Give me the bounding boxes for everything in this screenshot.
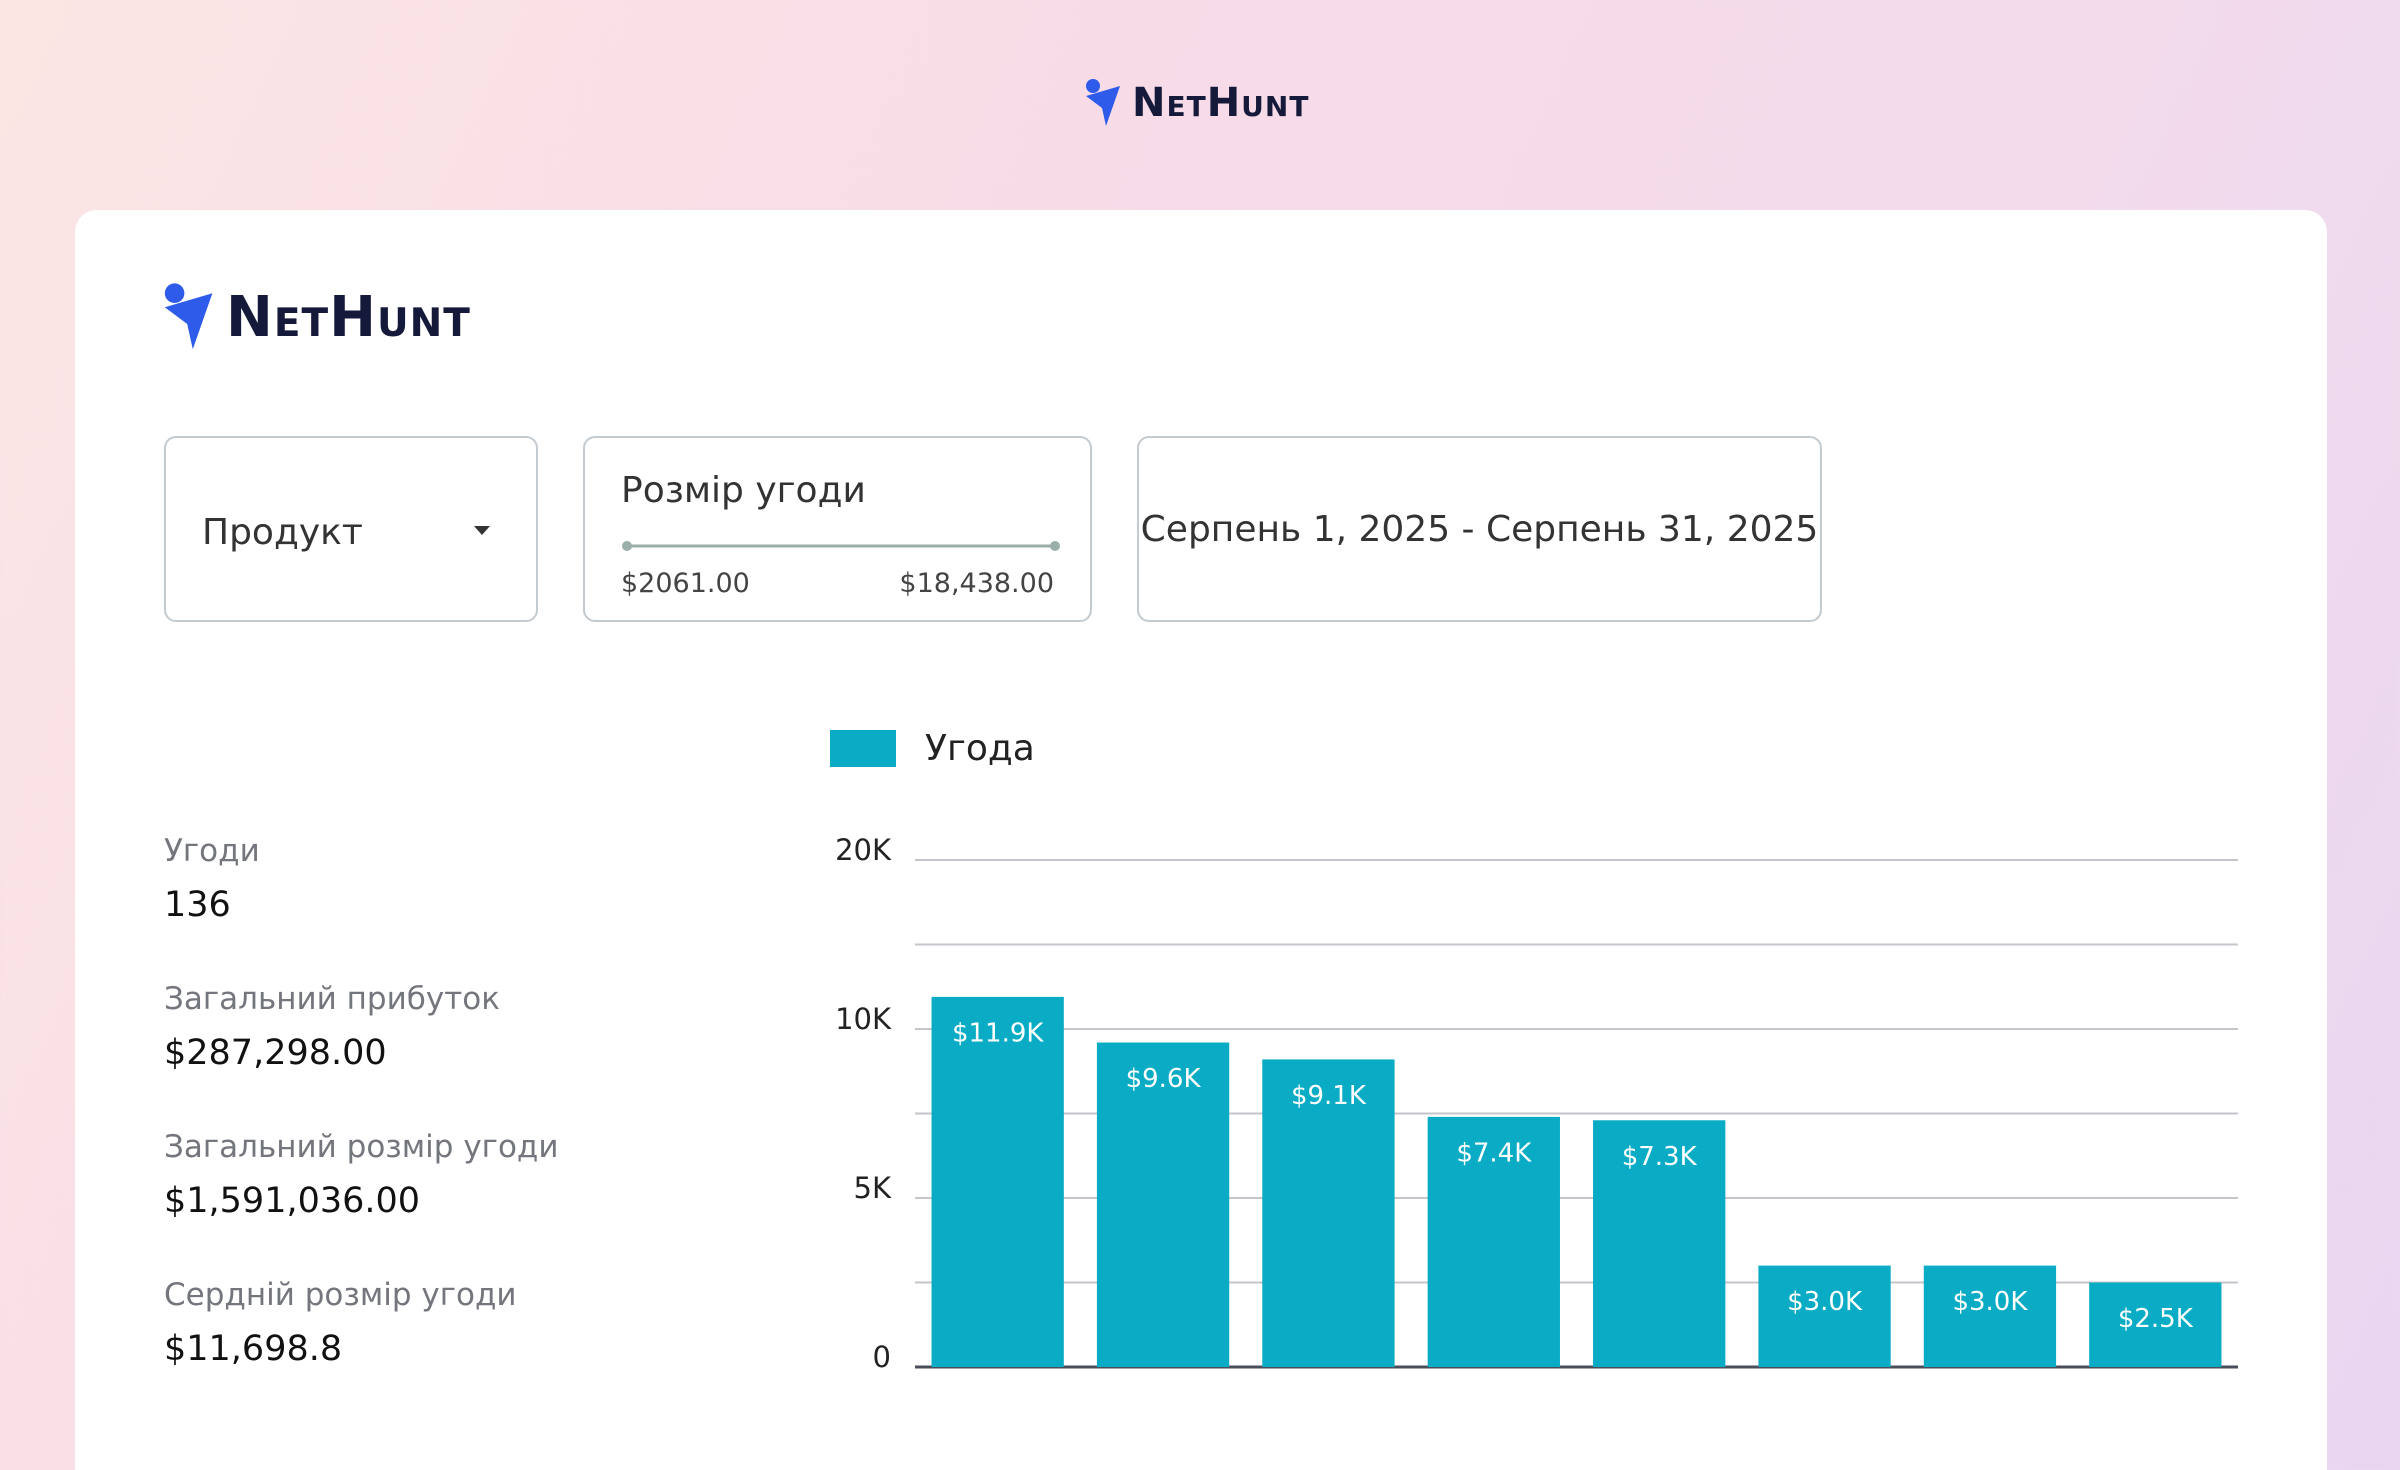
product-filter[interactable]: Продукт [164,436,538,622]
stat: Сердній розмір угоди $11,698.8 [164,1277,559,1425]
bar [1593,1120,1726,1367]
value-label: $3.0K [1952,1287,2028,1317]
deal-size-filter[interactable]: Розмір угоди $2061.00 $18,438.00 [583,436,1092,622]
legend-swatch [830,730,896,767]
stat-label: Угоди [164,833,260,869]
stat-label: Сердній розмір угоди [164,1277,517,1313]
logo-text: NetHunt [226,284,471,350]
y-tick-label: 10K [835,1002,892,1036]
legend-label: Угода [925,728,1035,769]
range-max: $18,438.00 [899,568,1054,599]
logo-text: NetHunt [1132,80,1310,126]
stat-value: $11,698.8 [164,1329,343,1369]
date-range: Серпень 1, 2025 - Серпень 31, 2025 [1140,508,1819,550]
range-slider [622,541,1060,551]
value-label: $7.3K [1622,1142,1698,1172]
stat-value: $1,591,036.00 [164,1181,421,1221]
stats: Угоди 136 Загальний прибуток $287,298.00 З… [164,833,559,1425]
bar [2089,1282,2222,1367]
stat-label: Загальний прибуток [164,981,500,1017]
logo-icon [164,283,213,350]
value-label: $7.4K [1456,1138,1532,1168]
date-filter[interactable]: Серпень 1, 2025 - Серпень 31, 2025 [1137,436,1822,622]
header-logo: NetHunt [1084,78,1309,128]
card-logo: NetHunt [162,282,471,352]
stat: Загальний прибуток $287,298.00 [164,981,559,1129]
filter-label: Розмір угоди [621,470,866,511]
value-label: $11.9K [952,1018,1044,1048]
y-tick-label: 20K [835,833,892,867]
stat-value: $287,298.00 [164,1033,387,1073]
stat-value: 136 [164,885,231,925]
y-tick-label: 0 [873,1340,891,1374]
bar [1427,1116,1560,1367]
bar [1096,1042,1230,1367]
bar [1262,1059,1395,1367]
logo-icon [1086,79,1120,126]
range-min: $2061.00 [621,568,750,599]
value-label: $3.0K [1787,1287,1863,1317]
bar [1758,1265,1891,1367]
stat: Загальний розмір угоди $1,591,036.00 [164,1129,559,1277]
value-label: $9.1K [1291,1081,1367,1111]
filter-label: Продукт [202,512,363,553]
dropdown-arrow [474,526,490,535]
bar [1923,1265,2057,1367]
stat-label: Загальний розмір угоди [164,1129,559,1165]
value-label: $2.5K [2118,1304,2194,1334]
bar [931,996,1064,1367]
stat: Угоди 136 [164,833,559,981]
value-label: $9.6K [1126,1064,1202,1094]
y-tick-label: 5K [854,1171,892,1205]
